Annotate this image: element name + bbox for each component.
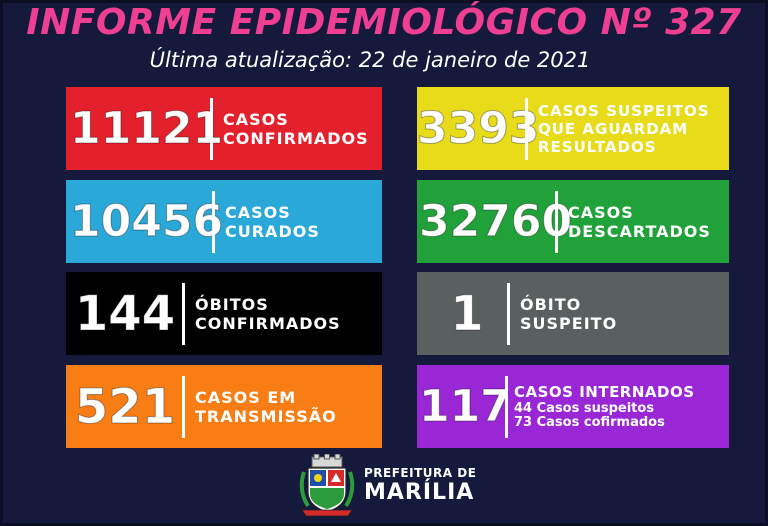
card-separator <box>555 190 558 253</box>
card-separator <box>212 190 215 253</box>
card-separator <box>507 282 510 345</box>
card-label-line: QUE AGUARDAM <box>538 119 689 138</box>
logo-text-line1: PREFEITURA DE <box>364 466 477 480</box>
logo-text-line2: MARÍLIA <box>364 480 475 505</box>
card-casos-suspeitos: 3393 CASOS SUSPEITOS QUE AGUARDAM RESULT… <box>417 87 729 170</box>
card-casos-internados: 117 CASOS INTERNADOS 44 Casos suspeitos … <box>417 365 729 448</box>
card-label-line: CASOS EM <box>195 387 297 407</box>
card-label-line: CASOS <box>568 202 634 222</box>
card-casos-descartados: 32760 CASOS DESCARTADOS <box>417 180 729 263</box>
logo-text: PREFEITURA DE MARÍLIA <box>364 466 476 506</box>
card-value: 11121 <box>70 103 224 155</box>
card-label-line: CASOS <box>223 109 289 129</box>
card-obito-suspeito: 1 ÓBITO SUSPEITO <box>417 272 729 355</box>
card-label-line: RESULTADOS <box>538 137 657 156</box>
card-label: CASOS CONFIRMADOS <box>223 110 369 148</box>
card-label: CASOS SUSPEITOS QUE AGUARDAM RESULTADOS <box>538 102 710 156</box>
card-value: 3393 <box>417 103 540 155</box>
card-label-line: 44 Casos suspeitos <box>514 401 655 416</box>
card-casos-confirmados: 11121 CASOS CONFIRMADOS <box>66 87 382 170</box>
card-value: 521 <box>74 378 176 435</box>
card-value: 1 <box>450 285 484 342</box>
card-label-line: CONFIRMADOS <box>195 313 341 333</box>
card-label-line: SUSPEITO <box>520 313 618 333</box>
card-value: 144 <box>74 285 176 342</box>
card-label: CASOS INTERNADOS 44 Casos suspeitos 73 C… <box>514 383 695 430</box>
card-label-line: ÓBITOS <box>195 294 269 314</box>
card-value: 32760 <box>419 196 573 248</box>
card-label: CASOS DESCARTADOS <box>568 203 711 241</box>
card-label: ÓBITOS CONFIRMADOS <box>195 295 341 333</box>
card-casos-em-transmissao: 521 CASOS EM TRANSMISSÃO <box>66 365 382 448</box>
card-label-line: 73 Casos cofirmados <box>514 415 665 430</box>
card-value: 117 <box>419 381 512 433</box>
card-separator <box>182 282 185 345</box>
card-label-line: DESCARTADOS <box>568 221 711 241</box>
coat-of-arms-icon <box>299 454 355 517</box>
card-casos-curados: 10456 CASOS CURADOS <box>66 180 382 263</box>
card-label: CASOS EM TRANSMISSÃO <box>195 388 337 426</box>
card-label-line: CURADOS <box>225 221 320 241</box>
card-label-line: ÓBITO <box>520 294 582 314</box>
card-obitos-confirmados: 144 ÓBITOS CONFIRMADOS <box>66 272 382 355</box>
card-separator <box>210 97 213 160</box>
card-label-line: CASOS INTERNADOS <box>514 383 695 401</box>
card-separator <box>182 375 185 438</box>
card-label-line: TRANSMISSÃO <box>195 406 337 426</box>
page-title: INFORME EPIDEMIOLÓGICO Nº 327 <box>26 2 742 43</box>
card-separator <box>525 97 528 160</box>
last-update-text: Última atualização: 22 de janeiro de 202… <box>149 48 591 72</box>
card-value: 10456 <box>70 196 224 248</box>
card-label-line: CASOS <box>225 202 291 222</box>
card-label-line: CASOS SUSPEITOS <box>538 101 710 120</box>
card-label-line: CONFIRMADOS <box>223 128 369 148</box>
footer-logo: PREFEITURA DE MARÍLIA <box>298 454 476 518</box>
card-separator <box>505 375 508 438</box>
card-label: CASOS CURADOS <box>225 203 320 241</box>
card-label: ÓBITO SUSPEITO <box>520 295 617 333</box>
